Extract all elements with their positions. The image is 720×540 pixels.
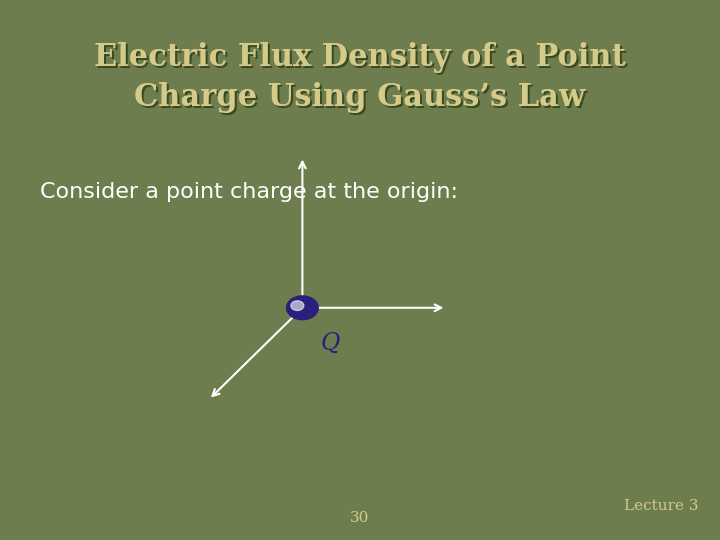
Text: Q: Q (320, 332, 340, 355)
Text: Electric Flux Density of a Point
Charge Using Gauss’s Law: Electric Flux Density of a Point Charge … (96, 44, 627, 114)
Text: 30: 30 (351, 511, 369, 525)
Text: Lecture 3: Lecture 3 (624, 499, 698, 513)
Text: Consider a point charge at the origin:: Consider a point charge at the origin: (40, 181, 458, 202)
Circle shape (287, 296, 318, 320)
Circle shape (291, 301, 304, 310)
Text: Electric Flux Density of a Point
Charge Using Gauss’s Law: Electric Flux Density of a Point Charge … (94, 42, 626, 112)
